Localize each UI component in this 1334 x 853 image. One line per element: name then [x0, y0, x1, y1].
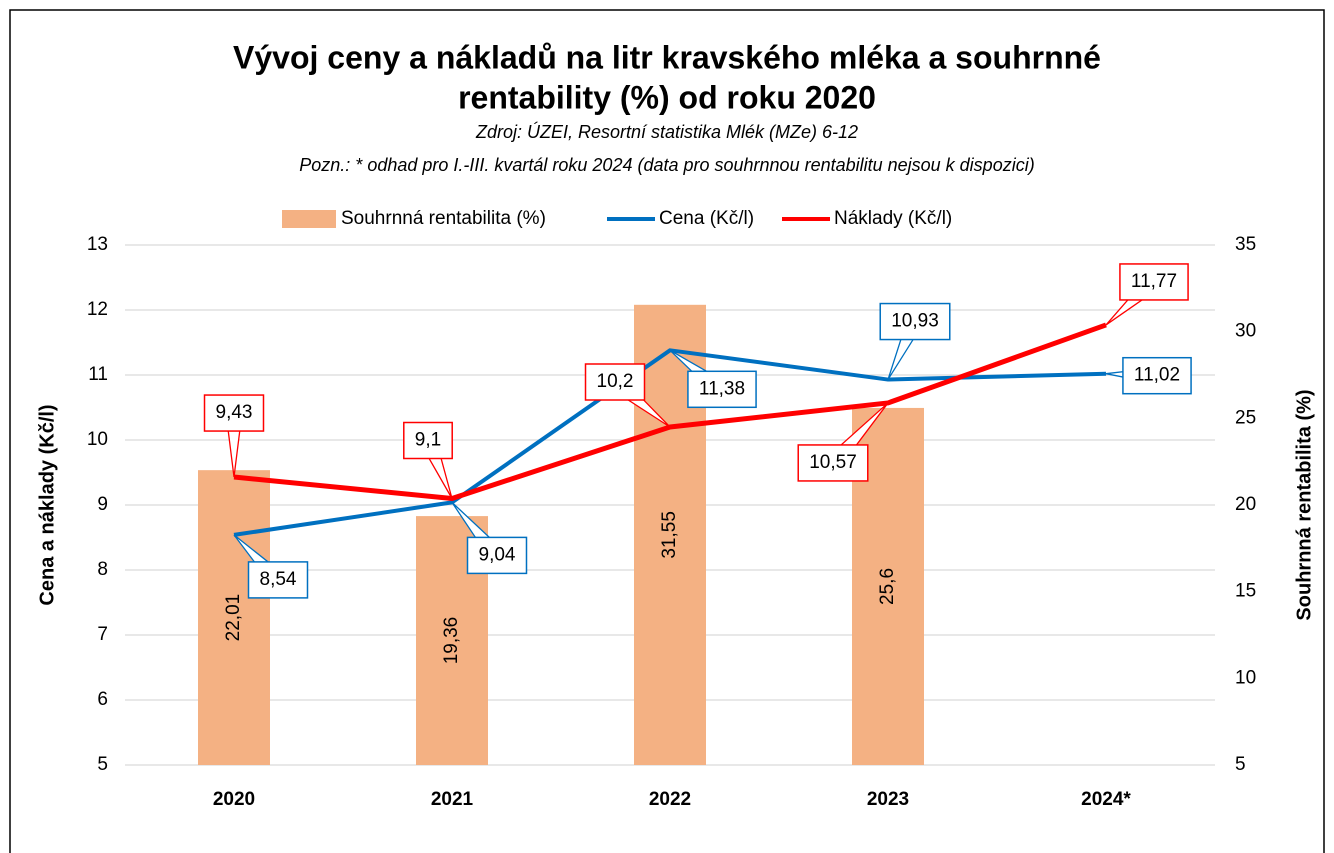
- line-value-label: 8,54: [260, 569, 297, 590]
- data-callout: 10,2: [584, 363, 671, 428]
- y2-tick-label: 15: [1235, 581, 1256, 602]
- data-callout: 11,77: [1105, 263, 1189, 326]
- x-tick-label: 2022: [649, 789, 691, 810]
- line-value-label: 11,02: [1134, 365, 1180, 386]
- callout-box: [1122, 356, 1192, 395]
- y-tick-label: 12: [87, 299, 108, 320]
- y-tick-label: 6: [97, 689, 108, 710]
- data-callout: 10,93: [879, 302, 951, 380]
- x-tick-label: 2021: [431, 789, 474, 810]
- data-callout: 8,54: [233, 534, 309, 599]
- bar-value-label: 22,01: [223, 594, 244, 642]
- data-callout: 10,57: [797, 402, 889, 482]
- chart-title: Vývoj ceny a nákladů na litr kravského m…: [233, 39, 1101, 75]
- x-tick-label: 2023: [867, 789, 909, 810]
- callout-box: [247, 561, 309, 599]
- y-tick-label: 7: [97, 624, 108, 645]
- line-value-label: 9,04: [479, 544, 516, 565]
- y-tick-label: 11: [88, 364, 108, 385]
- y2-tick-label: 25: [1235, 407, 1256, 428]
- y2-tick-label: 10: [1235, 667, 1256, 688]
- data-callout: 9,04: [451, 501, 528, 575]
- chart-title: rentability (%) od roku 2020: [458, 79, 876, 115]
- bar-value-label: 19,36: [441, 617, 462, 665]
- callout-box: [584, 363, 646, 401]
- y-tick-label: 13: [87, 234, 108, 255]
- callout-box: [687, 370, 757, 409]
- bar: [198, 470, 270, 765]
- y-tick-label: 8: [97, 559, 108, 580]
- callout-box: [797, 444, 869, 482]
- x-tick-label: 2020: [213, 789, 255, 810]
- y2-tick-label: 5: [1235, 754, 1246, 775]
- callout-box: [403, 421, 453, 460]
- line-value-label: 9,43: [216, 402, 253, 423]
- y-axis-label: Cena a náklady (Kč/l): [36, 404, 58, 605]
- x-tick-label: 2024*: [1081, 789, 1131, 810]
- y-tick-label: 10: [87, 429, 108, 450]
- line-value-label: 10,2: [597, 371, 634, 392]
- callout-box: [466, 536, 528, 575]
- callout-box: [1119, 263, 1189, 301]
- legend-label: Náklady (Kč/l): [834, 208, 952, 229]
- chart-subtitle: Zdroj: ÚZEI, Resortní statistika Mlék (M…: [475, 121, 858, 142]
- data-callout: 9,43: [203, 394, 265, 478]
- line-value-label: 10,57: [809, 452, 857, 473]
- y-tick-label: 5: [97, 754, 108, 775]
- legend-swatch: [282, 210, 336, 228]
- line-value-label: 11,38: [699, 378, 745, 399]
- y2-tick-label: 20: [1235, 494, 1256, 515]
- line-value-label: 11,77: [1131, 271, 1177, 292]
- bar-value-label: 31,55: [659, 511, 680, 559]
- data-callout: 9,1: [403, 421, 453, 499]
- y2-tick-label: 35: [1235, 234, 1256, 255]
- chart-note: Pozn.: * odhad pro I.-III. kvartál roku …: [299, 155, 1034, 175]
- y2-tick-label: 30: [1235, 321, 1256, 342]
- legend-label: Cena (Kč/l): [659, 208, 754, 229]
- data-callout: 11,02: [1105, 356, 1192, 395]
- y2-axis-label: Souhrnná rentabilita (%): [1293, 389, 1315, 620]
- callout-box: [879, 302, 951, 341]
- legend-label: Souhrnná rentabilita (%): [341, 208, 546, 229]
- bar-value-label: 25,6: [877, 568, 898, 605]
- data-callout: 11,38: [669, 349, 757, 409]
- line-value-label: 10,93: [891, 311, 939, 332]
- callout-box: [203, 394, 265, 432]
- line-value-label: 9,1: [415, 430, 441, 451]
- y-tick-label: 9: [97, 494, 108, 515]
